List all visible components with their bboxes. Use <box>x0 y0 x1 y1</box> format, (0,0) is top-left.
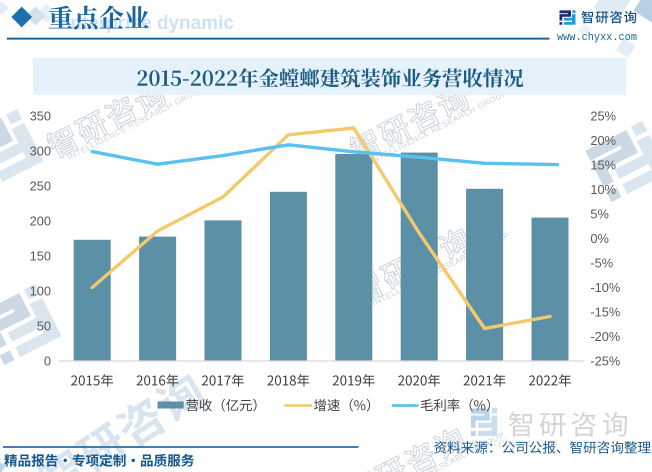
svg-text:www.chyxx.com: www.chyxx.com <box>472 439 557 451</box>
svg-text:15%: 15% <box>590 157 616 172</box>
svg-text:250: 250 <box>30 178 51 193</box>
svg-text:150: 150 <box>30 248 51 263</box>
svg-text:25%: 25% <box>590 108 616 123</box>
svg-text:50: 50 <box>37 318 51 333</box>
svg-text:0: 0 <box>44 353 51 368</box>
svg-text:www.chyxx.com: www.chyxx.com <box>557 32 637 44</box>
svg-text:0%: 0% <box>590 231 609 246</box>
svg-text:enterprise dynamic: enterprise dynamic <box>60 13 235 34</box>
svg-text:200: 200 <box>30 213 51 228</box>
svg-text:300: 300 <box>30 143 51 158</box>
svg-text:-20%: -20% <box>590 329 620 344</box>
svg-text:20%: 20% <box>590 133 616 148</box>
svg-text:350: 350 <box>30 108 51 123</box>
svg-text:10%: 10% <box>590 182 616 197</box>
svg-text:-25%: -25% <box>590 353 620 368</box>
svg-text:-10%: -10% <box>590 280 620 295</box>
svg-text:100: 100 <box>30 283 51 298</box>
svg-text:-5%: -5% <box>590 255 613 270</box>
svg-text:5%: 5% <box>590 206 609 221</box>
svg-text:-15%: -15% <box>590 304 620 319</box>
